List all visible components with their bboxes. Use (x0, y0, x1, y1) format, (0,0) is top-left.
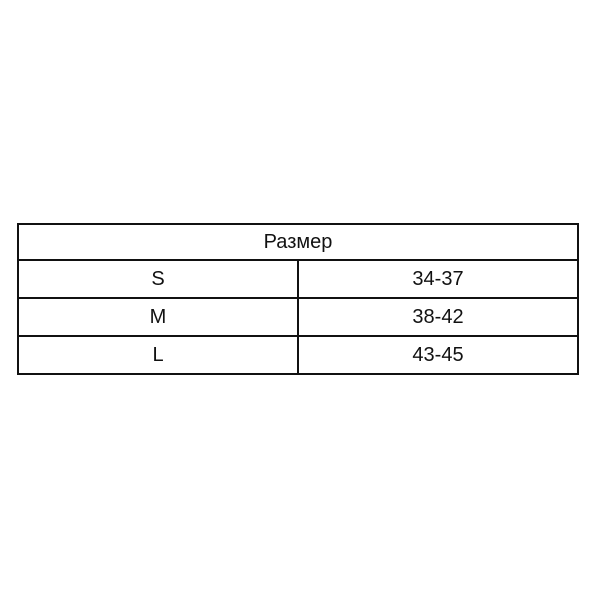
table-row: M 38-42 (17, 297, 579, 337)
header-row: Размер (17, 223, 579, 261)
size-cell: M (17, 297, 299, 337)
size-table: Размер S 34-37 M 38-42 L 43-45 (17, 223, 579, 375)
table-row: L 43-45 (17, 335, 579, 375)
size-cell: S (17, 259, 299, 299)
size-cell: L (17, 335, 299, 375)
header-cell: Размер (17, 223, 579, 261)
range-cell: 43-45 (297, 335, 579, 375)
table-row: S 34-37 (17, 259, 579, 299)
range-cell: 34-37 (297, 259, 579, 299)
range-cell: 38-42 (297, 297, 579, 337)
